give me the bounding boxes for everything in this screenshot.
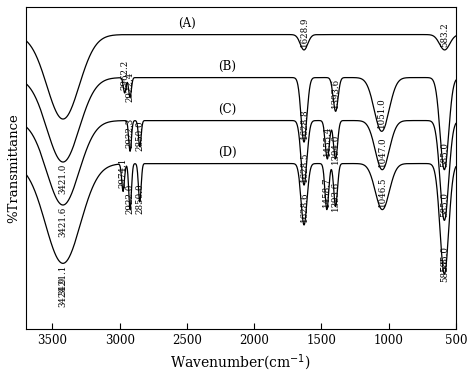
Text: 2850.0: 2850.0 — [135, 120, 144, 151]
Text: 1051.0: 1051.0 — [377, 98, 386, 128]
Text: 1047.0: 1047.0 — [378, 136, 387, 166]
Text: (C): (C) — [218, 103, 237, 116]
Text: (A): (A) — [178, 17, 196, 30]
Y-axis label: %Transmittance: %Transmittance — [7, 113, 20, 223]
Text: 1628.8: 1628.8 — [300, 108, 309, 139]
Text: 583.2: 583.2 — [440, 22, 449, 47]
X-axis label: Wavenumber(cm$^{-1}$): Wavenumber(cm$^{-1}$) — [170, 353, 311, 373]
Text: 3421.1: 3421.1 — [58, 265, 67, 295]
Text: (D): (D) — [218, 146, 237, 159]
Text: 1458.7: 1458.7 — [322, 176, 331, 207]
Text: 3421.9: 3421.9 — [58, 277, 67, 307]
Text: 585.8: 585.8 — [440, 257, 449, 282]
Text: 1394.0: 1394.0 — [331, 133, 340, 163]
Text: 2850.0: 2850.0 — [135, 184, 144, 214]
Text: 1628.5: 1628.5 — [300, 152, 309, 182]
Text: (B): (B) — [218, 60, 236, 73]
Text: 1455.4: 1455.4 — [323, 125, 332, 156]
Text: 1046.5: 1046.5 — [378, 176, 387, 207]
Text: 3421.0: 3421.0 — [58, 163, 67, 194]
Text: 1628.9: 1628.9 — [300, 16, 309, 47]
Text: 2962.2: 2962.2 — [120, 60, 129, 90]
Text: 2974.1: 2974.1 — [118, 158, 128, 188]
Text: 1628.6: 1628.6 — [300, 192, 309, 222]
Text: 585.0: 585.0 — [440, 192, 449, 217]
Text: 2922.3: 2922.3 — [126, 118, 135, 148]
Text: 585.0: 585.0 — [440, 142, 449, 166]
Text: 2922.4: 2922.4 — [126, 72, 135, 102]
Text: 585.0: 585.0 — [440, 246, 449, 271]
Text: 3421.6: 3421.6 — [58, 207, 67, 237]
Text: 1393.6: 1393.6 — [331, 181, 340, 211]
Text: 1393.6: 1393.6 — [331, 78, 340, 108]
Text: 2922.0: 2922.0 — [126, 184, 135, 214]
